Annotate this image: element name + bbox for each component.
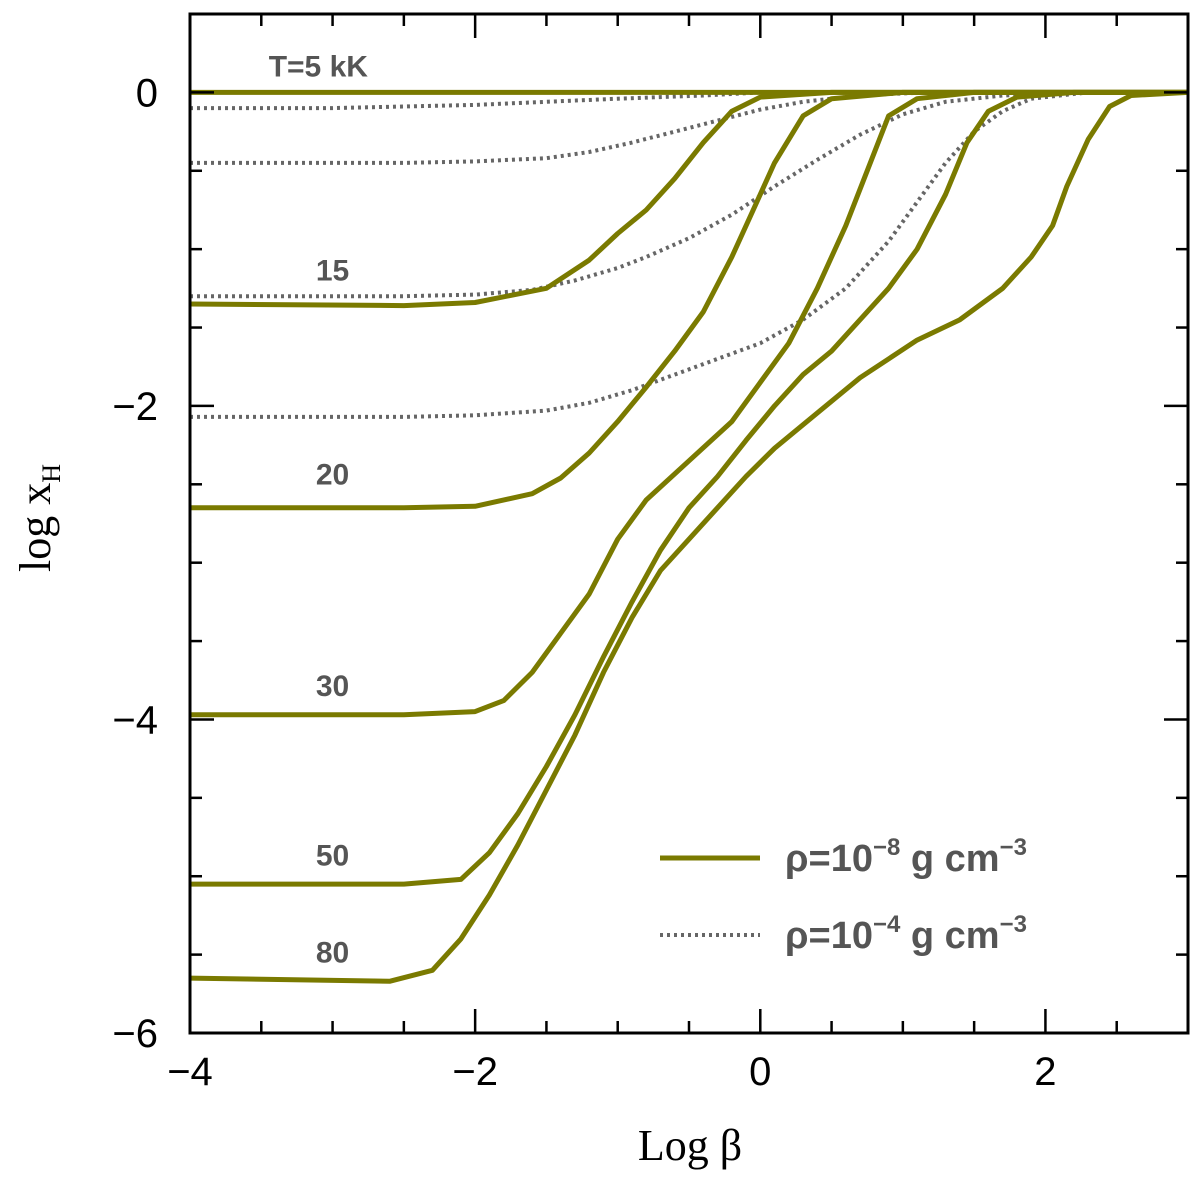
x-axis-label: Log β	[638, 1121, 742, 1170]
legend-label-solid: ρ=10−8 g cm−3	[785, 834, 1027, 880]
x-tick-label: 2	[1034, 1050, 1056, 1094]
curve-label: T=5 kK	[269, 51, 369, 84]
plot-frame	[188, 12, 1190, 1035]
y-tick-label: −4	[112, 698, 158, 742]
data-layer	[190, 89, 1188, 984]
curve-label: 50	[316, 839, 349, 872]
y-tick-label: 0	[136, 71, 158, 115]
series-solid-T20	[190, 89, 1188, 511]
legend-label-dotted: ρ=10−4 g cm−3	[785, 911, 1027, 957]
y-tick-label: −2	[112, 385, 158, 429]
series-dotted-T15	[190, 90, 1188, 111]
y-axis-label-sub: H	[37, 464, 66, 483]
x-tick-label: 0	[749, 1050, 771, 1094]
tick-marks	[188, 12, 1190, 1035]
curve-label: 30	[316, 670, 349, 703]
legend: ρ=10−8 g cm−3 ρ=10−4 g cm−3	[660, 834, 1027, 957]
curve-label: 20	[316, 458, 349, 491]
curve-labels: T=5 kK 15 20 30 50 80	[269, 51, 369, 970]
series-dotted-T20	[190, 90, 1188, 165]
series-solid-T50	[190, 89, 1188, 887]
x-tick-label: −4	[167, 1050, 213, 1094]
series-solid-T30	[190, 89, 1188, 718]
series-solid-T80	[190, 89, 1188, 984]
y-tick-label: −6	[112, 1012, 158, 1056]
curve-label: 15	[316, 255, 349, 288]
tick-labels: −4 −2 0 2−6−4−20	[112, 71, 1056, 1094]
series-solid-T15	[190, 89, 1188, 309]
y-axis-label: log xH	[11, 464, 66, 572]
curve-label: 80	[316, 936, 349, 969]
series-dotted-T30	[190, 90, 1188, 299]
x-tick-label: −2	[452, 1050, 498, 1094]
y-axis-label-main: log x	[11, 483, 60, 572]
